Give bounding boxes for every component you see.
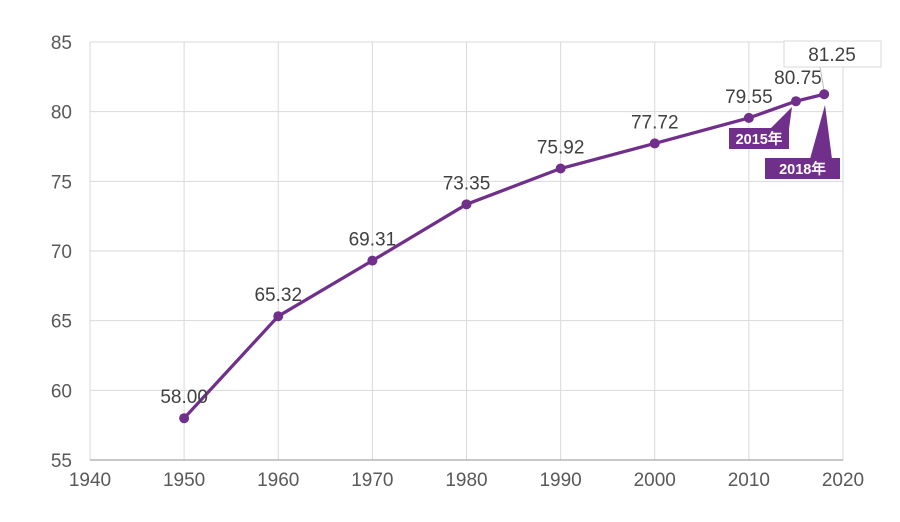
x-tick-label: 1990 bbox=[539, 470, 581, 491]
y-tick-label: 60 bbox=[51, 381, 72, 402]
x-tick-label: 1980 bbox=[445, 470, 487, 491]
data-point-label: 69.31 bbox=[349, 230, 397, 251]
callout-box-2018 bbox=[765, 158, 840, 179]
callout-box-2015 bbox=[729, 128, 789, 149]
callout-pointer bbox=[810, 105, 832, 159]
x-tick-label: 2000 bbox=[634, 470, 676, 491]
data-point-marker bbox=[179, 413, 190, 424]
callout-label-2015: 2015年 bbox=[736, 130, 783, 148]
x-tick-label: 1950 bbox=[163, 470, 205, 491]
data-point-marker bbox=[819, 89, 830, 100]
y-tick-label: 80 bbox=[51, 103, 72, 124]
data-point-label: 58.00 bbox=[160, 387, 208, 408]
data-point-marker bbox=[367, 255, 378, 266]
moved-data-label-box bbox=[783, 40, 882, 68]
data-point-label: 75.92 bbox=[537, 138, 585, 159]
y-tick-label: 55 bbox=[51, 451, 72, 472]
y-tick-label: 70 bbox=[51, 242, 72, 263]
y-tick-label: 75 bbox=[51, 172, 72, 193]
data-point-marker bbox=[555, 163, 566, 174]
x-tick-label: 2010 bbox=[728, 470, 770, 491]
y-tick-label: 85 bbox=[51, 33, 72, 54]
data-point-label: 80.75 bbox=[774, 68, 822, 89]
leader-line bbox=[819, 66, 825, 92]
data-point-label: 77.72 bbox=[631, 112, 679, 133]
data-point-label: 81.25 bbox=[808, 45, 856, 66]
callout-pointer bbox=[770, 107, 792, 129]
x-tick-label: 1970 bbox=[351, 470, 393, 491]
x-tick-label: 2020 bbox=[822, 470, 864, 491]
data-point-marker bbox=[649, 138, 660, 149]
x-tick-label: 1960 bbox=[257, 470, 299, 491]
data-point-marker bbox=[273, 311, 284, 322]
callout-label-2018: 2018年 bbox=[779, 160, 826, 178]
data-point-marker bbox=[743, 112, 754, 123]
y-tick-label: 65 bbox=[51, 312, 72, 333]
data-point-label: 73.35 bbox=[443, 173, 491, 194]
data-point-marker bbox=[790, 96, 801, 107]
series-line bbox=[182, 92, 826, 420]
x-tick-label: 1940 bbox=[69, 470, 111, 491]
data-point-label: 65.32 bbox=[254, 285, 302, 306]
data-point-label: 79.55 bbox=[725, 87, 773, 108]
data-point-marker bbox=[461, 199, 472, 210]
